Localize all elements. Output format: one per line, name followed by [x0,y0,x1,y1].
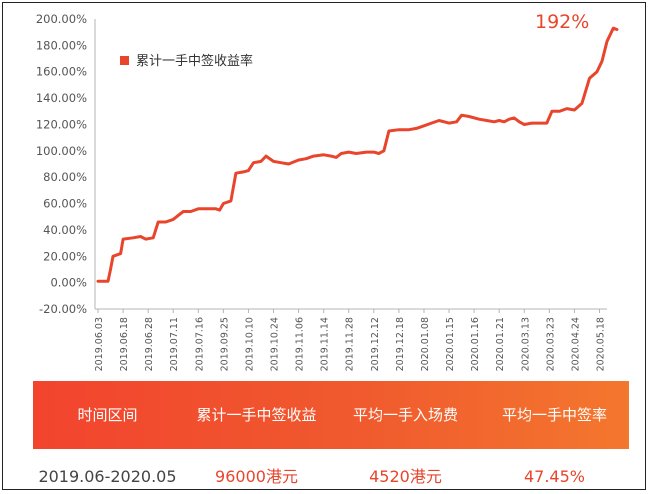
y-tick-label: 60.00% [43,197,87,211]
y-tick-label: 180.00% [36,38,87,52]
x-tick-label: 2019.06.18 [119,317,130,371]
y-tick-label: 80.00% [43,170,87,184]
x-tick-label: 2019.07.16 [194,317,205,371]
series-lines [96,26,619,283]
y-tick-label: 200.00% [36,12,87,26]
y-axis: -20.00% 0.00% 20.00% 40.00% 60.00% 80.00% 100.… [36,12,96,316]
header-total-profit: 累计一手中签收益 [196,406,317,424]
x-tick-label: 2019.07.11 [169,317,180,371]
header-period: 时间区间 [77,406,138,424]
x-tick-label: 2019.11.28 [345,317,356,371]
x-tick-label: 2020.04.24 [570,317,581,371]
x-tick-label: 2020.05.18 [595,317,606,371]
x-tick-label: 2019.12.18 [395,317,406,371]
x-tick-label: 2019.10.24 [270,317,281,371]
x-tick-label: 2020.01.16 [470,317,481,371]
x-tick-label: 2020.03.23 [545,317,556,371]
x-tick-label: 2019.06.03 [94,317,105,371]
y-tick-label: 40.00% [43,223,87,237]
y-tick-label: -20.00% [39,302,87,316]
chart-frame: -20.00% 0.00% 20.00% 40.00% 60.00% 80.00% 100.… [2,2,646,490]
legend-label: 累计一手中签收益率 [136,53,253,69]
x-tick-label: 2019.12.12 [370,317,381,371]
value-period: 2019.06-2020.05 [38,467,177,486]
y-tick-label: 160.00% [36,65,87,79]
x-tick-label: 2020.01.15 [445,317,456,371]
y-tick-label: 140.00% [36,91,87,105]
y-tick-label: 20.00% [43,249,87,263]
y-tick-label: 0.00% [50,276,87,290]
line-chart: -20.00% 0.00% 20.00% 40.00% 60.00% 80.00% 100.… [36,11,619,371]
value-avg-win-rate: 47.45% [523,467,585,486]
x-tick-label: 2019.09.25 [219,317,230,371]
x-tick-label: 2020.01.08 [420,317,431,371]
legend-swatch [120,56,129,65]
x-tick-label: 2019.10.10 [244,317,255,371]
header-avg-entry-fee: 平均一手入场费 [352,406,458,424]
x-tick-label: 2019.11.06 [295,317,306,371]
x-tick-label: 2019.11.14 [320,317,331,371]
value-avg-entry-fee: 4520港元 [369,467,442,486]
y-tick-label: 100.00% [36,144,87,158]
x-tick-label: 2020.03.13 [520,317,531,371]
x-axis: 2019.06.03 2019.06.18 2019.06.28 2019.07.11… [94,308,607,371]
x-tick-label: 2019.06.28 [144,317,155,371]
header-avg-win-rate: 平均一手中签率 [501,406,607,424]
value-total-profit: 96000港元 [215,467,298,486]
summary-header-banner: 时间区间 累计一手中签收益 平均一手入场费 平均一手中签率 [33,381,629,449]
x-tick-label: 2020.01.21 [495,317,506,371]
y-tick-label: 120.00% [36,117,87,131]
peak-annotation: 192% [535,11,589,33]
legend: 累计一手中签收益率 [120,53,253,69]
series-line [96,26,619,283]
